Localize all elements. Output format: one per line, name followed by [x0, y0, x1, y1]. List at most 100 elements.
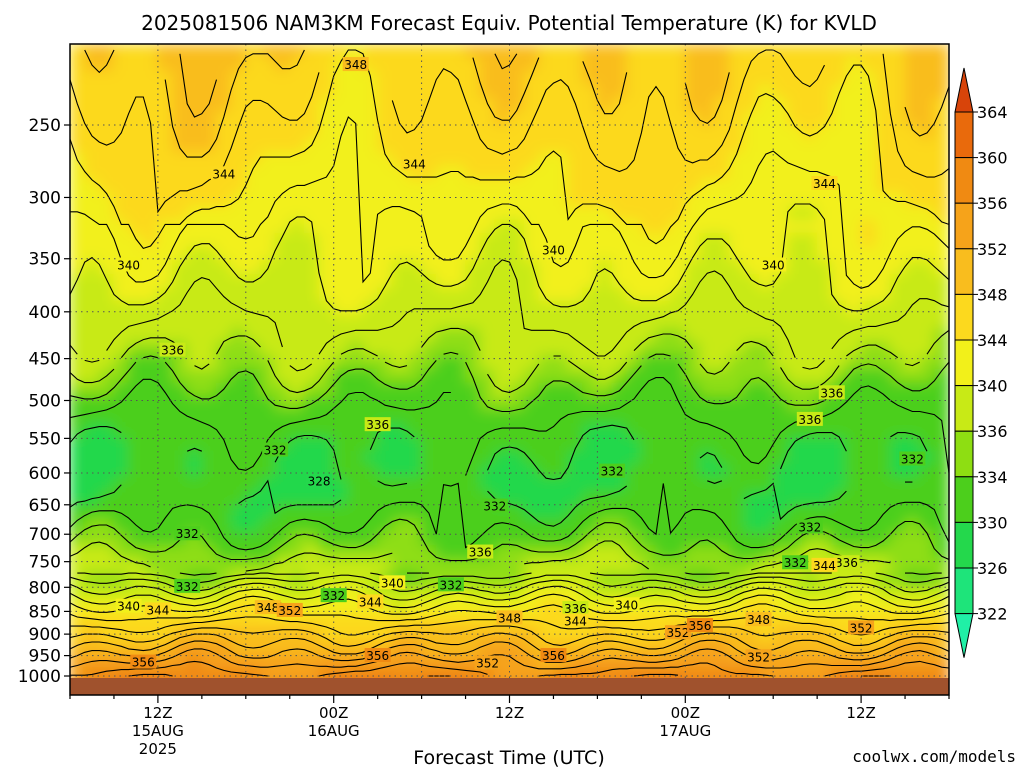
- colorbar-swatch: [954, 202, 974, 250]
- field-cell: [684, 138, 701, 153]
- field-cell: [596, 545, 613, 560]
- field-cell: [479, 369, 496, 384]
- field-cell: [435, 531, 452, 547]
- field-cell: [216, 463, 232, 479]
- contour-label: 348: [498, 611, 521, 625]
- field-cell: [157, 192, 174, 208]
- field-cell: [230, 44, 247, 59]
- contour-label: 344: [813, 559, 836, 573]
- field-cell: [245, 84, 261, 99]
- field-cell: [98, 84, 115, 99]
- field-cell: [406, 97, 423, 113]
- field-cell: [919, 179, 935, 194]
- field-cell: [289, 314, 305, 330]
- field-cell: [230, 382, 247, 398]
- field-cell: [113, 572, 130, 587]
- field-cell: [552, 44, 569, 59]
- field-cell: [552, 301, 569, 316]
- field-cell: [406, 558, 423, 574]
- field-cell: [435, 369, 452, 384]
- field-cell: [245, 328, 261, 343]
- field-cell: [98, 423, 115, 438]
- field-cell: [919, 260, 935, 276]
- field-cell: [772, 165, 789, 181]
- field-cell: [626, 545, 642, 560]
- field-cell: [670, 586, 686, 601]
- field-cell: [567, 192, 584, 208]
- field-cell: [362, 124, 379, 140]
- field-cell: [216, 44, 232, 59]
- field-cell: [377, 165, 393, 181]
- field-cell: [494, 70, 510, 86]
- contour-line-344: [70, 49, 949, 250]
- field-cell: [582, 355, 598, 370]
- field-cell: [802, 450, 818, 465]
- field-cell: [523, 463, 540, 479]
- field-cell: [230, 450, 247, 465]
- field-cell: [362, 328, 379, 343]
- contour-line-346: [70, 49, 949, 214]
- contour-label-bg: [664, 625, 691, 640]
- field-cell: [347, 572, 364, 587]
- field-cell: [626, 518, 642, 533]
- field-cell: [142, 138, 159, 153]
- field-cell: [860, 382, 877, 398]
- field-cell: [860, 504, 877, 520]
- field-cell: [523, 409, 540, 425]
- field-cell: [714, 44, 730, 59]
- field-cell: [845, 450, 862, 465]
- field-cell: [699, 192, 716, 208]
- field-cell: [567, 138, 584, 153]
- field-cell: [714, 477, 730, 493]
- contour-label: 352: [850, 621, 873, 635]
- field-cell: [640, 44, 657, 59]
- field-cell: [772, 44, 789, 59]
- field-cell: [831, 423, 847, 438]
- field-cell: [201, 328, 217, 343]
- field-cell: [318, 396, 335, 411]
- field-cell: [904, 84, 921, 99]
- field-cell: [318, 355, 335, 370]
- watermark-link[interactable]: coolwx.com/models: [852, 747, 1016, 766]
- field-cell: [142, 558, 159, 574]
- field-cell: [479, 44, 496, 59]
- field-cell: [875, 477, 891, 493]
- field-cell: [919, 477, 935, 493]
- field-cell: [318, 165, 335, 181]
- field-cell: [230, 491, 247, 506]
- field-cell: [831, 436, 847, 452]
- field-cell: [98, 504, 115, 520]
- field-cell: [172, 84, 188, 99]
- field-cell: [670, 545, 686, 560]
- field-cell: [552, 477, 569, 493]
- field-cell: [421, 545, 437, 560]
- field-cell: [831, 450, 847, 465]
- field-cell: [216, 233, 232, 248]
- field-cell: [816, 152, 833, 167]
- field-cell: [201, 409, 217, 425]
- field-cell: [655, 111, 672, 126]
- field-cell: [743, 409, 760, 425]
- field-cell: [230, 423, 247, 438]
- field-cell: [274, 57, 291, 72]
- field-cell: [377, 436, 393, 452]
- field-cell: [714, 586, 730, 601]
- field-cell: [509, 477, 525, 493]
- field-cell: [362, 477, 379, 493]
- field-cell: [157, 423, 174, 438]
- field-cell: [377, 152, 393, 167]
- field-cell: [772, 287, 789, 303]
- field-cell: [919, 206, 935, 221]
- field-cell: [611, 341, 628, 357]
- field-cell: [860, 558, 877, 574]
- field-cell: [933, 192, 949, 208]
- field-cell: [70, 44, 86, 59]
- field-cell: [128, 491, 144, 506]
- field-cell: [567, 491, 584, 506]
- field-cell: [831, 409, 847, 425]
- field-cell: [333, 301, 349, 316]
- field-cell: [289, 653, 305, 669]
- field-cell: [772, 409, 789, 425]
- field-cell: [230, 341, 247, 357]
- field-cell: [933, 206, 949, 221]
